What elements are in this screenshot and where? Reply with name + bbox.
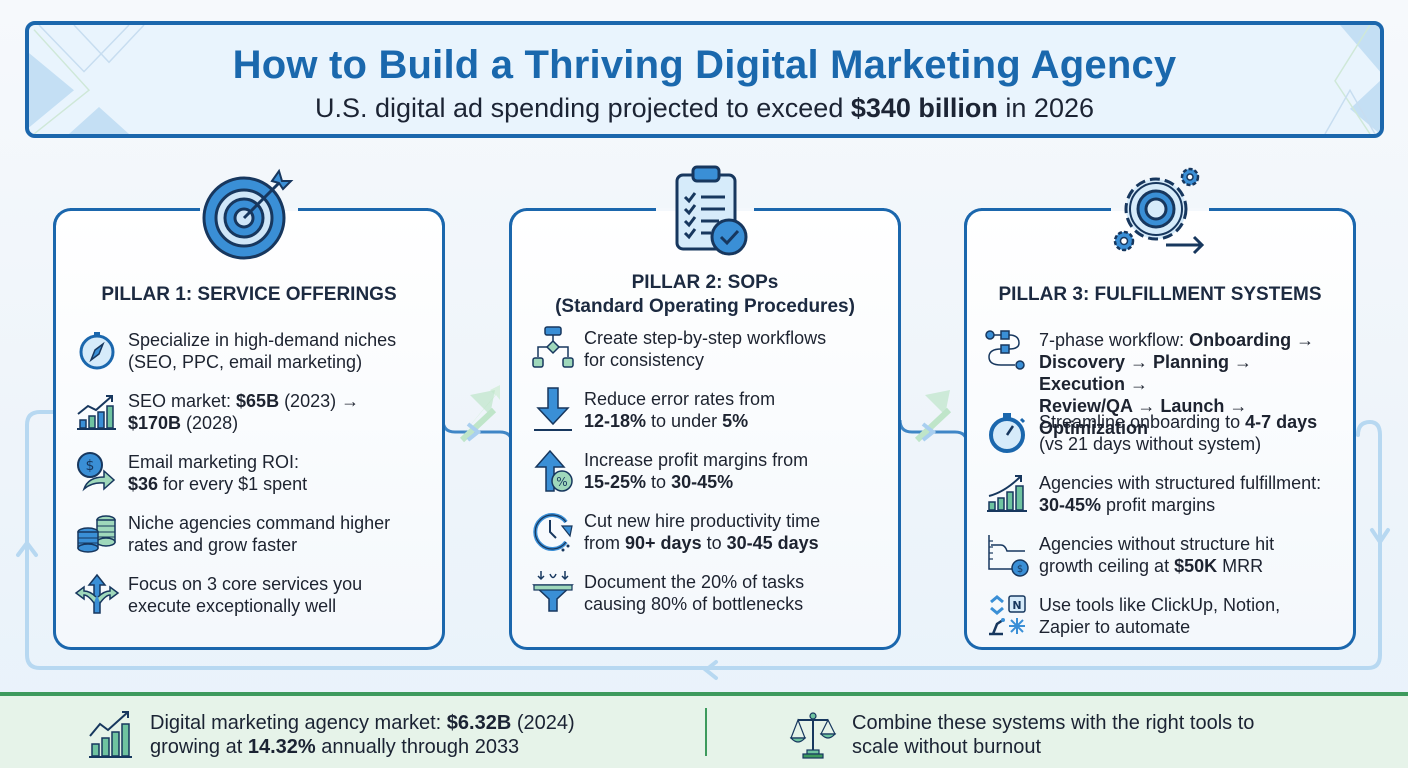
- list-item: Focus on 3 core services you execute exce…: [74, 573, 432, 634]
- list-item: Specialize in high-demand niches (SEO, PP…: [74, 329, 432, 390]
- header-banner: How to Build a Thriving Digital Marketin…: [25, 21, 1384, 138]
- list-item: Agencies with structured fulfillment: 30-…: [985, 472, 1343, 533]
- dollar-return-icon: $: [77, 452, 116, 492]
- list-item: % Increase profit margins from 15-25% to …: [530, 449, 888, 510]
- pillar-3-items: 7-phase workflow: Onboarding → Discovery …: [985, 329, 1343, 655]
- pillar-1-items: Specialize in high-demand niches (SEO, PP…: [74, 329, 432, 634]
- text-line: growth ceiling at $50K MRR: [1039, 556, 1264, 576]
- text-line: scale without burnout: [852, 736, 1042, 758]
- text-line: Create step-by-step workflows: [584, 328, 827, 348]
- svg-text:$: $: [1017, 564, 1023, 575]
- split-arrows-icon: [74, 573, 120, 614]
- pillar-title: PILLAR 1: SERVICE OFFERINGS: [101, 284, 397, 305]
- text-line: (SEO, PPC, email marketing): [128, 352, 363, 372]
- page-title: How to Build a Thriving Digital Marketin…: [232, 43, 1177, 87]
- list-item: Document the 20% of tasks causing 80% of …: [530, 571, 888, 632]
- svg-text:N: N: [1012, 599, 1021, 612]
- list-item: Reduce error rates from 12-18% to under 5…: [530, 387, 888, 449]
- svg-text:$: $: [86, 458, 95, 474]
- text-line: causing 80% of bottlenecks: [584, 594, 804, 614]
- list-item: $ Agencies without structure hit growth c…: [985, 533, 1343, 594]
- text-line: 30-45% profit margins: [1039, 495, 1216, 515]
- list-item: 7-phase workflow: Onboarding → Discovery …: [985, 329, 1343, 438]
- page-subtitle: U.S. digital ad spending projected to ex…: [314, 93, 1094, 123]
- compass-icon: [79, 332, 115, 370]
- pillar-title: PILLAR 2: SOPs (Standard Operating Proce…: [555, 272, 855, 317]
- footer-banner: Digital marketing agency market: $6.32B …: [0, 692, 1408, 768]
- footer-market-stat: Digital marketing agency market: $6.32B …: [86, 710, 575, 760]
- text-line: Digital marketing agency market: $6.32B …: [150, 712, 575, 734]
- clock-refresh-icon: [533, 513, 573, 552]
- text-line: Zapier to automate: [1039, 617, 1191, 637]
- percent-up-icon: %: [534, 449, 573, 492]
- footer-closing-note: Combine these systems with the right too…: [788, 710, 1254, 760]
- pillar-2-card: PILLAR 2: SOPs (Standard Operating Proce…: [509, 165, 901, 650]
- list-item: $ Email marketing ROI: $36 for every $1 s…: [74, 451, 432, 512]
- list-item: SEO market: $65B (2023) → $170B (2028): [74, 390, 432, 451]
- clipboard-check-icon: [675, 165, 748, 256]
- workflow-path-icon: [985, 330, 1025, 370]
- text-line: Specialize in high-demand niches: [128, 330, 397, 350]
- target-icon: [202, 168, 294, 260]
- text-line: Document the 20% of tasks: [584, 572, 805, 592]
- footer-divider: [705, 708, 707, 756]
- stopwatch-icon: [989, 413, 1026, 453]
- decorative-pattern-right: [1324, 25, 1380, 134]
- growth-chart-green-icon: [987, 475, 1027, 512]
- list-item: Streamline onboarding to 4-7 days (vs 21 …: [985, 411, 1343, 472]
- pillar-3-card: PILLAR 3: FULFILLMENT SYSTEMS 7-phase wo…: [964, 167, 1356, 650]
- text-line: Agencies without structure hit: [1039, 534, 1275, 554]
- text-line: 7-phase workflow: Onboarding →: [1039, 330, 1315, 350]
- text-line: $170B (2028): [128, 413, 239, 433]
- list-item: N Use tools like ClickUp, Notion, Zapier …: [985, 594, 1343, 655]
- text-line: Email marketing ROI:: [128, 452, 300, 472]
- growth-chart-icon: [77, 395, 116, 430]
- text-line: Niche agencies command higher: [128, 513, 391, 533]
- text-line: (vs 21 days without system): [1039, 434, 1262, 454]
- text-line: rates and grow faster: [128, 535, 298, 555]
- pillar-title: PILLAR 3: FULFILLMENT SYSTEMS: [998, 284, 1322, 305]
- text-line: from 90+ days to 30-45 days: [584, 533, 819, 553]
- text-line: execute exceptionally well: [128, 596, 337, 616]
- text-line: Cut new hire productivity time: [584, 511, 821, 531]
- list-item: Niche agencies command higher rates and g…: [74, 512, 432, 573]
- text-line: Review/QA → Launch → Optimization: [1039, 396, 1248, 438]
- gears-icon: [1113, 167, 1205, 255]
- balance-scale-icon: [789, 712, 837, 759]
- text-line: Combine these systems with the right too…: [852, 712, 1255, 734]
- text-line: Use tools like ClickUp, Notion,: [1039, 595, 1281, 615]
- text-line: Agencies with structured fulfillment:: [1039, 473, 1322, 493]
- svg-text:%: %: [556, 475, 567, 489]
- text-line: 15-25% to 30-45%: [584, 472, 734, 492]
- connector-1-2: [441, 385, 514, 445]
- pillar-2-items: Create step-by-step workflows for consist…: [530, 326, 888, 632]
- text-line: $36 for every $1 spent: [128, 474, 308, 494]
- text-line: for consistency: [584, 350, 705, 370]
- text-line: Discovery → Planning → Execution →: [1039, 352, 1253, 394]
- flowchart-icon: [532, 326, 574, 368]
- text-line: Streamline onboarding to 4-7 days: [1039, 412, 1318, 432]
- list-item: Cut new hire productivity time from 90+ d…: [530, 510, 888, 571]
- text-line: Focus on 3 core services you: [128, 574, 363, 594]
- funnel-icon: [532, 571, 574, 612]
- coin-stacks-icon: [77, 515, 116, 553]
- pillar-1-card: PILLAR 1: SERVICE OFFERINGS Specialize i…: [53, 168, 445, 650]
- arrow-down-icon: [534, 387, 572, 431]
- text-line: Reduce error rates from: [584, 389, 776, 409]
- text-line: 12-18% to under 5%: [584, 411, 749, 431]
- plateau-dollar-icon: $: [988, 535, 1029, 577]
- bar-chart-trend-icon: [89, 711, 132, 758]
- decorative-pattern-left: [29, 25, 145, 134]
- text-line: growing at 14.32% annually through 2033: [150, 736, 520, 758]
- list-item: Create step-by-step workflows for consist…: [530, 326, 888, 388]
- tools-icon: N: [989, 595, 1026, 636]
- connector-2-3: [898, 390, 969, 445]
- text-line: SEO market: $65B (2023) →: [128, 391, 360, 411]
- text-line: Increase profit margins from: [584, 450, 809, 470]
